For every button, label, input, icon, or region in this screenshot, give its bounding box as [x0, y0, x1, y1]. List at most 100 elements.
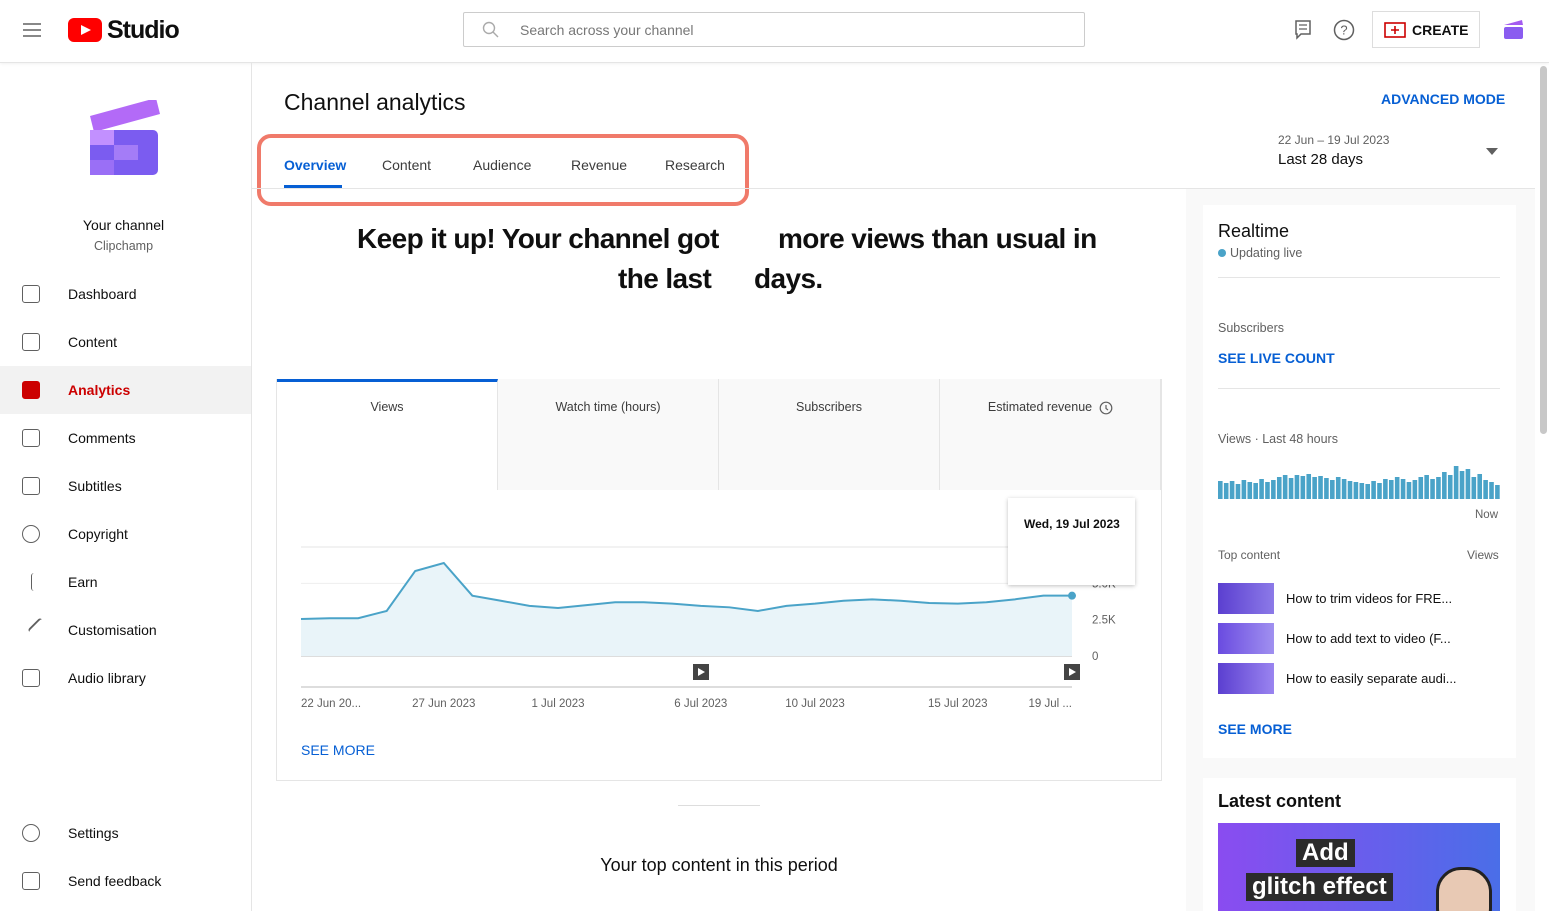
tab[interactable]: Audience	[473, 157, 532, 173]
nav-item[interactable]: Dashboard	[68, 286, 137, 302]
divider	[1218, 388, 1500, 389]
realtime-bar	[1471, 477, 1477, 499]
area	[301, 562, 1072, 656]
nav-item[interactable]: Send feedback	[68, 873, 162, 889]
see-more-link[interactable]: SEE MORE	[301, 741, 375, 760]
video-thumbnail[interactable]	[1218, 623, 1274, 654]
thumbnail-text: glitch effect	[1246, 873, 1393, 901]
video-thumbnail[interactable]	[1218, 583, 1274, 614]
nav-item[interactable]: Analytics	[68, 382, 131, 398]
realtime-bar	[1371, 481, 1376, 499]
nav-item[interactable]: Copyright	[68, 526, 128, 542]
nav-icon	[22, 333, 40, 351]
nav-item[interactable]: Audio library	[68, 670, 146, 686]
metric-tab[interactable]: Estimated revenue	[940, 379, 1161, 490]
video-title[interactable]: How to trim videos for FRE...	[1286, 591, 1453, 606]
create-button[interactable]	[1372, 11, 1480, 48]
header	[0, 0, 1549, 63]
nav-item[interactable]: Content	[68, 334, 118, 350]
play-marker[interactable]	[693, 664, 709, 680]
realtime-bar	[1412, 480, 1418, 499]
period[interactable]: Last 28 days	[1278, 151, 1364, 168]
logo-icon[interactable]	[68, 18, 104, 43]
advanced-mode-link[interactable]: ADVANCED MODE	[1381, 91, 1506, 107]
realtime-bar	[1229, 481, 1235, 499]
realtime-bar	[1406, 482, 1412, 499]
nav-item[interactable]: Subtitles	[68, 478, 122, 494]
realtime-bar	[1223, 483, 1229, 499]
nav-icon	[22, 824, 40, 842]
messages-icon[interactable]	[1294, 20, 1312, 40]
nav-icon	[22, 525, 40, 543]
tab[interactable]: Research	[665, 157, 725, 173]
views-label: Views · Last 48 hours	[1218, 432, 1338, 446]
realtime-bar	[1465, 469, 1471, 499]
metric-tab[interactable]: Watch time (hours)	[498, 379, 719, 490]
realtime-bar	[1359, 483, 1365, 499]
realtime-bar	[1312, 477, 1317, 499]
nav-item[interactable]: Customisation	[68, 622, 157, 638]
svg-text:?: ?	[1340, 23, 1347, 38]
realtime-bar	[1483, 480, 1488, 499]
channel-avatar[interactable]	[86, 100, 162, 180]
realtime-bar	[1241, 480, 1247, 499]
create-label[interactable]: CREATE	[1412, 22, 1469, 38]
video-title[interactable]: How to easily separate audi...	[1286, 671, 1457, 686]
tab[interactable]: Content	[382, 157, 432, 173]
nav-icon	[22, 285, 40, 303]
headline: the last	[618, 263, 712, 294]
video-title[interactable]: How to add text to video (F...	[1286, 631, 1451, 646]
nav-icon	[31, 573, 40, 591]
search-icon	[482, 21, 499, 38]
menu-icon[interactable]	[22, 21, 42, 39]
see-live-count[interactable]: SEE LIVE COUNT	[1218, 350, 1335, 366]
endpoint-dot	[1068, 591, 1076, 600]
realtime-bar	[1330, 480, 1335, 499]
realtime-bar	[1259, 479, 1264, 499]
dropdown-caret[interactable]	[1485, 147, 1499, 156]
video-thumbnail[interactable]	[1218, 663, 1274, 694]
see-more-link[interactable]: SEE MORE	[1218, 721, 1292, 737]
nav-icon	[22, 381, 40, 399]
headline: Keep it up! Your channel got	[357, 223, 719, 254]
realtime-bar	[1306, 474, 1312, 499]
realtime-bar	[1347, 481, 1353, 499]
nav-icon	[22, 429, 40, 447]
nav-item[interactable]: Comments	[68, 430, 136, 446]
tab[interactable]: Revenue	[571, 157, 628, 173]
metric-tab[interactable]: Subscribers	[719, 379, 940, 490]
realtime-bar	[1442, 472, 1447, 499]
nav-item[interactable]: Settings	[68, 825, 119, 841]
realtime-bar	[1235, 484, 1241, 499]
realtime-bar	[1418, 477, 1424, 499]
tab[interactable]: Overview	[284, 157, 347, 173]
line	[300, 561, 1072, 620]
divider	[1218, 277, 1500, 278]
nav-icon	[22, 872, 40, 890]
realtime-bar	[1300, 476, 1306, 499]
x-tick-label: 22 Jun 20...	[301, 698, 361, 710]
search-placeholder[interactable]: Search across your channel	[520, 22, 694, 38]
x-tick-label: 15 Jul 2023	[928, 698, 987, 710]
scrollbar[interactable]	[1540, 66, 1547, 434]
nav-item[interactable]: Earn	[68, 574, 98, 590]
logo-text[interactable]: Studio	[107, 16, 180, 44]
play-marker[interactable]	[1064, 664, 1080, 680]
realtime-bar	[1477, 474, 1483, 499]
see-more-text[interactable]: SEE MORE	[301, 742, 375, 758]
date-range[interactable]: 22 Jun – 19 Jul 2023	[1278, 133, 1390, 147]
realtime-bar	[1394, 477, 1400, 499]
realtime-bar	[1282, 475, 1288, 499]
account-avatar[interactable]	[1502, 19, 1524, 41]
info-icon[interactable]	[1099, 401, 1113, 415]
realtime-bar	[1377, 483, 1382, 499]
search-box[interactable]	[463, 12, 1085, 47]
nav-icon	[22, 669, 40, 687]
latest-thumbnail[interactable]: Add glitch effect	[1218, 823, 1500, 911]
realtime-bar	[1495, 485, 1500, 499]
realtime-bar	[1253, 483, 1258, 499]
tab-underline	[284, 185, 342, 188]
help-icon[interactable]: ?	[1333, 19, 1355, 41]
realtime-bar	[1353, 482, 1359, 499]
metric-tab[interactable]: Views	[277, 379, 498, 490]
